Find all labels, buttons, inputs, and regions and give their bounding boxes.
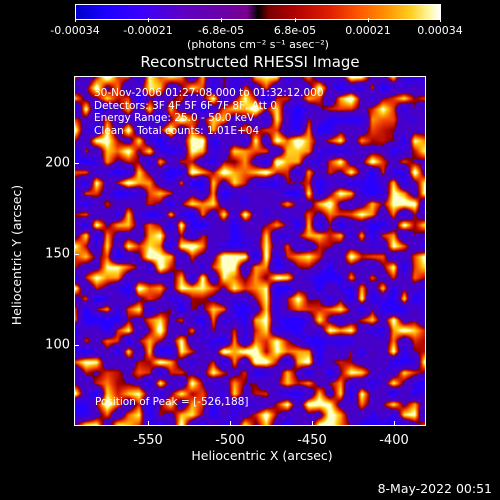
colorbar-tick-label: -6.8e-05 [197, 24, 245, 37]
colorbar-tick-label: 6.8e-05 [273, 24, 317, 37]
colorbar-tick [75, 18, 76, 22]
colorbar-tick [148, 18, 149, 22]
x-tick-label: -400 [379, 433, 409, 448]
x-tick-mark [394, 421, 395, 426]
colorbar-tick [221, 18, 222, 22]
x-tick-label: -500 [215, 433, 245, 448]
observation-info: 30-Nov-2006 01:27:08.000 to 01:32:12.000… [94, 87, 324, 137]
colorbar-tick-label: -0.00021 [123, 24, 173, 37]
x-tick-label: -450 [297, 433, 327, 448]
colorbar-tick [440, 18, 441, 22]
time-range: 30-Nov-2006 01:27:08.000 to 01:32:12.000 [94, 87, 324, 99]
colorbar-tick-label: 0.00034 [417, 24, 463, 37]
x-tick-mark [312, 421, 313, 426]
flux-map [75, 77, 425, 425]
y-tick-label: 200 [45, 155, 70, 171]
x-axis-label: Heliocentric X (arcsec) [191, 448, 333, 463]
timestamp: 8-May-2022 00:51 [377, 481, 492, 496]
colorbar [75, 4, 441, 20]
y-tick-label: 150 [45, 246, 70, 262]
y-tick-mark [74, 345, 79, 346]
x-tick-mark [148, 421, 149, 426]
image-title: Reconstructed RHESSI Image [140, 53, 360, 71]
y-axis-label: Heliocentric Y (arcsec) [8, 184, 24, 326]
clean-counts: Clean Total counts: 1.01E+04 [94, 124, 260, 137]
colorbar-tick-label: -0.00034 [50, 24, 100, 37]
x-tick-label: -550 [133, 433, 163, 448]
energy-range: Energy Range: 25.0 - 50.0 keV [94, 112, 255, 124]
x-tick-mark [230, 421, 231, 426]
rhessi-image [74, 76, 426, 426]
y-tick-mark [74, 163, 79, 164]
peak-position: Position of Peak = [-526,188] [95, 396, 249, 408]
colorbar-tick [295, 18, 296, 22]
y-tick-label: 100 [45, 337, 70, 353]
detectors: Detectors: 3F 4F 5F 6F 7F 8F, Att 0 [94, 99, 278, 112]
colorbar-tick [368, 18, 369, 22]
colorbar-tick-label: 0.00021 [345, 24, 391, 37]
colorbar-units: (photons cm⁻² s⁻¹ asec⁻²) [187, 38, 329, 51]
y-tick-mark [74, 254, 79, 255]
